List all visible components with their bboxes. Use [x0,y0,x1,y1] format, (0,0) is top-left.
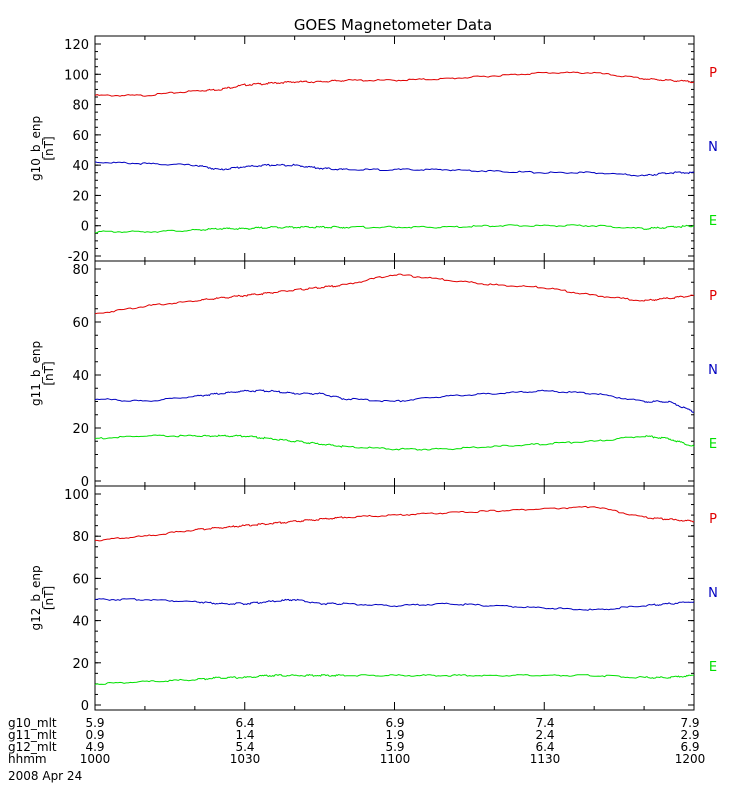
x-tick-label: 1100 [380,752,411,766]
x-tick-label: 1.9 [385,728,404,742]
y-tick-label: 100 [64,68,89,83]
y-tick-label: 20 [72,189,89,204]
y-tick-label: 0 [81,220,89,235]
x-tick-label: 2.4 [535,728,554,742]
y-tick-label: 40 [72,369,89,384]
x-tick-label: 5.9 [385,740,404,754]
series-line-P [95,505,695,542]
x-tick-label: 1.4 [235,728,254,742]
series-line-E [94,434,695,451]
series-label-P: P [709,512,717,527]
panel-1: -20 0 20 40 60 80 100 120 g10_b_enp[nT] P N E [29,35,718,265]
x-tick-label: 0.9 [85,728,104,742]
x-tick-label: 5.4 [235,740,254,754]
x-table-row-label: g11_mlt [8,728,57,742]
x-tick-label: 1030 [230,752,261,766]
y-tick-label: 80 [72,99,89,114]
y-tick-label: 120 [64,38,89,53]
series-label-P: P [709,66,717,81]
panel-3: 0 20 40 60 80 100 g12_b_enp[nT] P N E [29,485,718,714]
x-table-row-label: g12_mlt [8,740,57,754]
series-label-N: N [708,363,718,378]
series-line-E [94,224,695,234]
y-axis-label: g10_b_enp[nT] [29,116,56,181]
y-tick-label: 80 [72,263,89,278]
x-tick-label: 6.4 [235,716,254,730]
series-label-E: E [709,437,717,452]
series-line-E [94,673,695,685]
x-tick-label: 1000 [80,752,111,766]
x-table-row-label: hhmm [8,752,47,766]
y-tick-label: 20 [72,657,89,672]
panel-2: 0 20 40 60 80 g11_b_enp[nT] P N E [29,260,718,490]
series-line-P [94,273,695,315]
series-line-N [94,161,695,177]
series-line-P [94,71,695,97]
date-label: 2008 Apr 24 [8,769,82,783]
panel-frame [94,260,695,487]
series-label-E: E [709,660,717,675]
y-tick-label: -20 [68,250,89,265]
y-tick-label: 0 [81,475,89,490]
series-label-E: E [709,214,717,229]
x-tick-label: 6.9 [680,740,699,754]
x-tick-label: 7.9 [680,716,699,730]
x-tick-label: 6.9 [385,716,404,730]
chart-title: GOES Magnetometer Data [294,16,492,34]
y-tick-label: 40 [72,159,89,174]
series-label-N: N [708,586,718,601]
x-tick-label: 6.4 [535,740,554,754]
x-table-row-label: g10_mlt [8,716,57,730]
series-line-N [95,598,695,611]
x-tick-label: 1200 [675,752,706,766]
x-tick-label: 4.9 [85,740,104,754]
y-tick-label: 0 [81,699,89,714]
x-tick-label: 1130 [530,752,561,766]
y-tick-label: 60 [72,572,89,587]
y-tick-label: 20 [72,422,89,437]
series-label-N: N [708,140,718,155]
series-line-N [94,389,695,413]
y-tick-label: 80 [72,530,89,545]
y-axis-label: g11_b_enp[nT] [29,341,56,406]
x-tick-label: 7.4 [535,716,554,730]
series-label-P: P [709,289,717,304]
x-tick-label: 2.9 [680,728,699,742]
y-tick-label: 60 [72,316,89,331]
y-axis-label: g12_b_enp[nT] [29,565,56,630]
y-tick-label: 100 [64,488,89,503]
y-tick-label: 60 [72,129,89,144]
y-tick-label: 40 [72,615,89,630]
x-tick-label: 5.9 [85,716,104,730]
